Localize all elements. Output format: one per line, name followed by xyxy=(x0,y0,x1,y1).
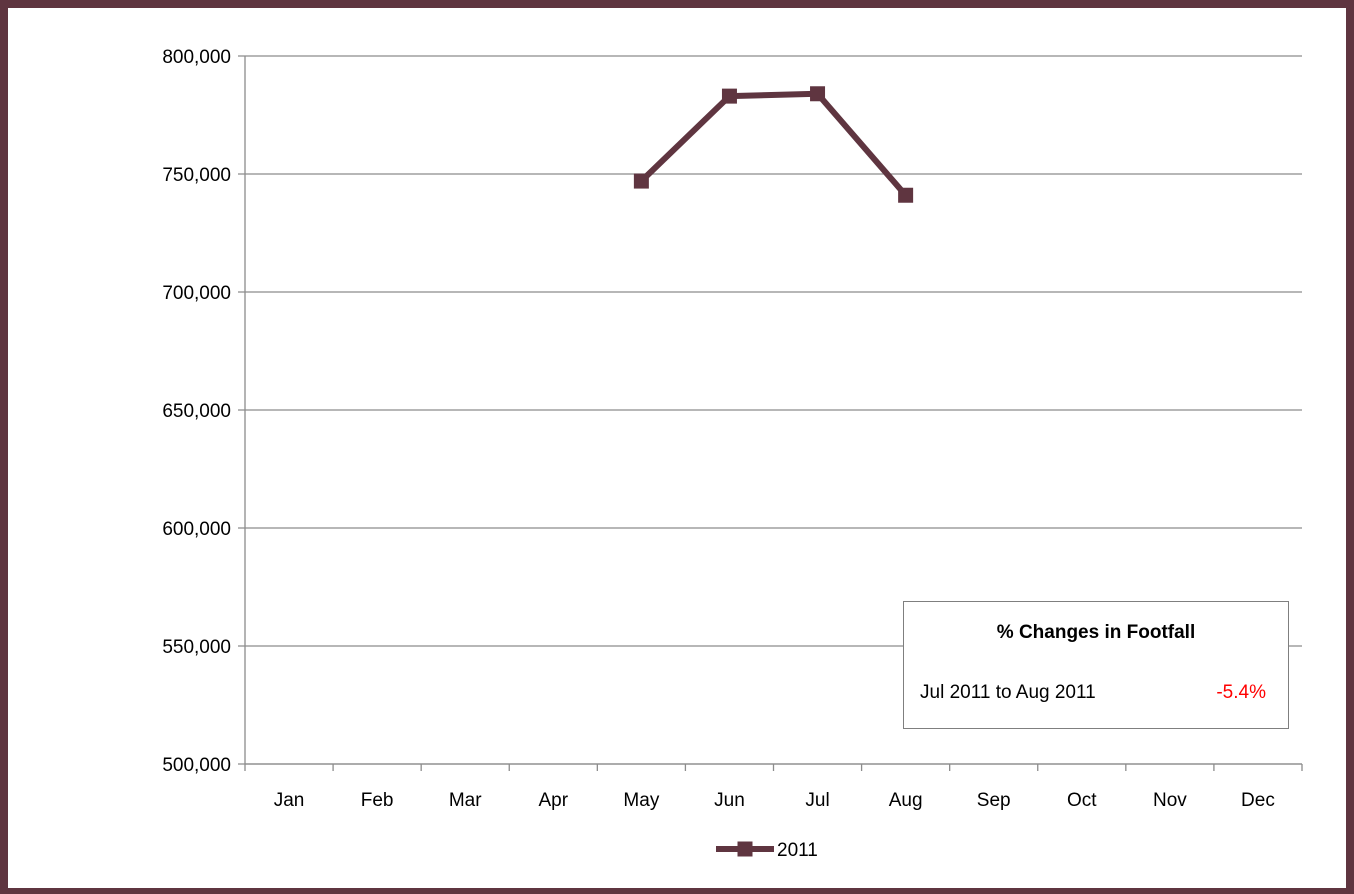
y-tick-label: 550,000 xyxy=(162,637,231,658)
x-tick-label: Jan xyxy=(274,790,305,811)
series-2011 xyxy=(633,86,914,203)
x-tick-label: Mar xyxy=(449,790,482,811)
footfall-change-period: Jul 2011 to Aug 2011 xyxy=(920,682,1096,703)
legend-marker-swatch xyxy=(737,841,753,857)
axes xyxy=(244,56,1303,771)
data-point-marker xyxy=(810,86,826,102)
data-point-marker xyxy=(898,187,914,203)
x-tick-label: May xyxy=(623,790,659,811)
x-tick-label: Feb xyxy=(361,790,394,811)
legend: 2011 xyxy=(716,840,818,861)
footfall-change-box: % Changes in Footfall Jul 2011 to Aug 20… xyxy=(903,601,1289,729)
legend-label: 2011 xyxy=(777,840,818,861)
data-point-marker xyxy=(633,173,649,189)
series-line xyxy=(639,90,908,198)
x-tick-label: Oct xyxy=(1067,790,1097,811)
y-tick-label: 800,000 xyxy=(162,47,231,68)
footfall-change-title: % Changes in Footfall xyxy=(996,622,1196,643)
x-tick-label: Jun xyxy=(714,790,745,811)
y-tick-label: 500,000 xyxy=(162,755,231,776)
y-tick-label: 700,000 xyxy=(162,283,231,304)
x-tick-label: Jul xyxy=(805,790,829,811)
footfall-change-value: -5.4% xyxy=(1216,682,1266,703)
y-tick-label: 650,000 xyxy=(162,401,231,422)
y-tick-label: 600,000 xyxy=(162,519,231,540)
y-tick-label: 750,000 xyxy=(162,165,231,186)
x-tick-label: Sep xyxy=(977,790,1011,811)
x-axis-tick-labels: Jan Feb Mar Apr May Jun Jul Aug Sep Oct Nov Dec xyxy=(274,790,1275,811)
x-tick-label: Aug xyxy=(889,790,923,811)
y-axis-tick-labels: 500,000 550,000 600,000 650,000 700,000 750,0… xyxy=(162,47,231,776)
data-point-marker xyxy=(721,88,737,104)
x-tick-label: Dec xyxy=(1241,790,1275,811)
x-tick-label: Nov xyxy=(1153,790,1187,811)
x-tick-label: Apr xyxy=(539,790,569,811)
